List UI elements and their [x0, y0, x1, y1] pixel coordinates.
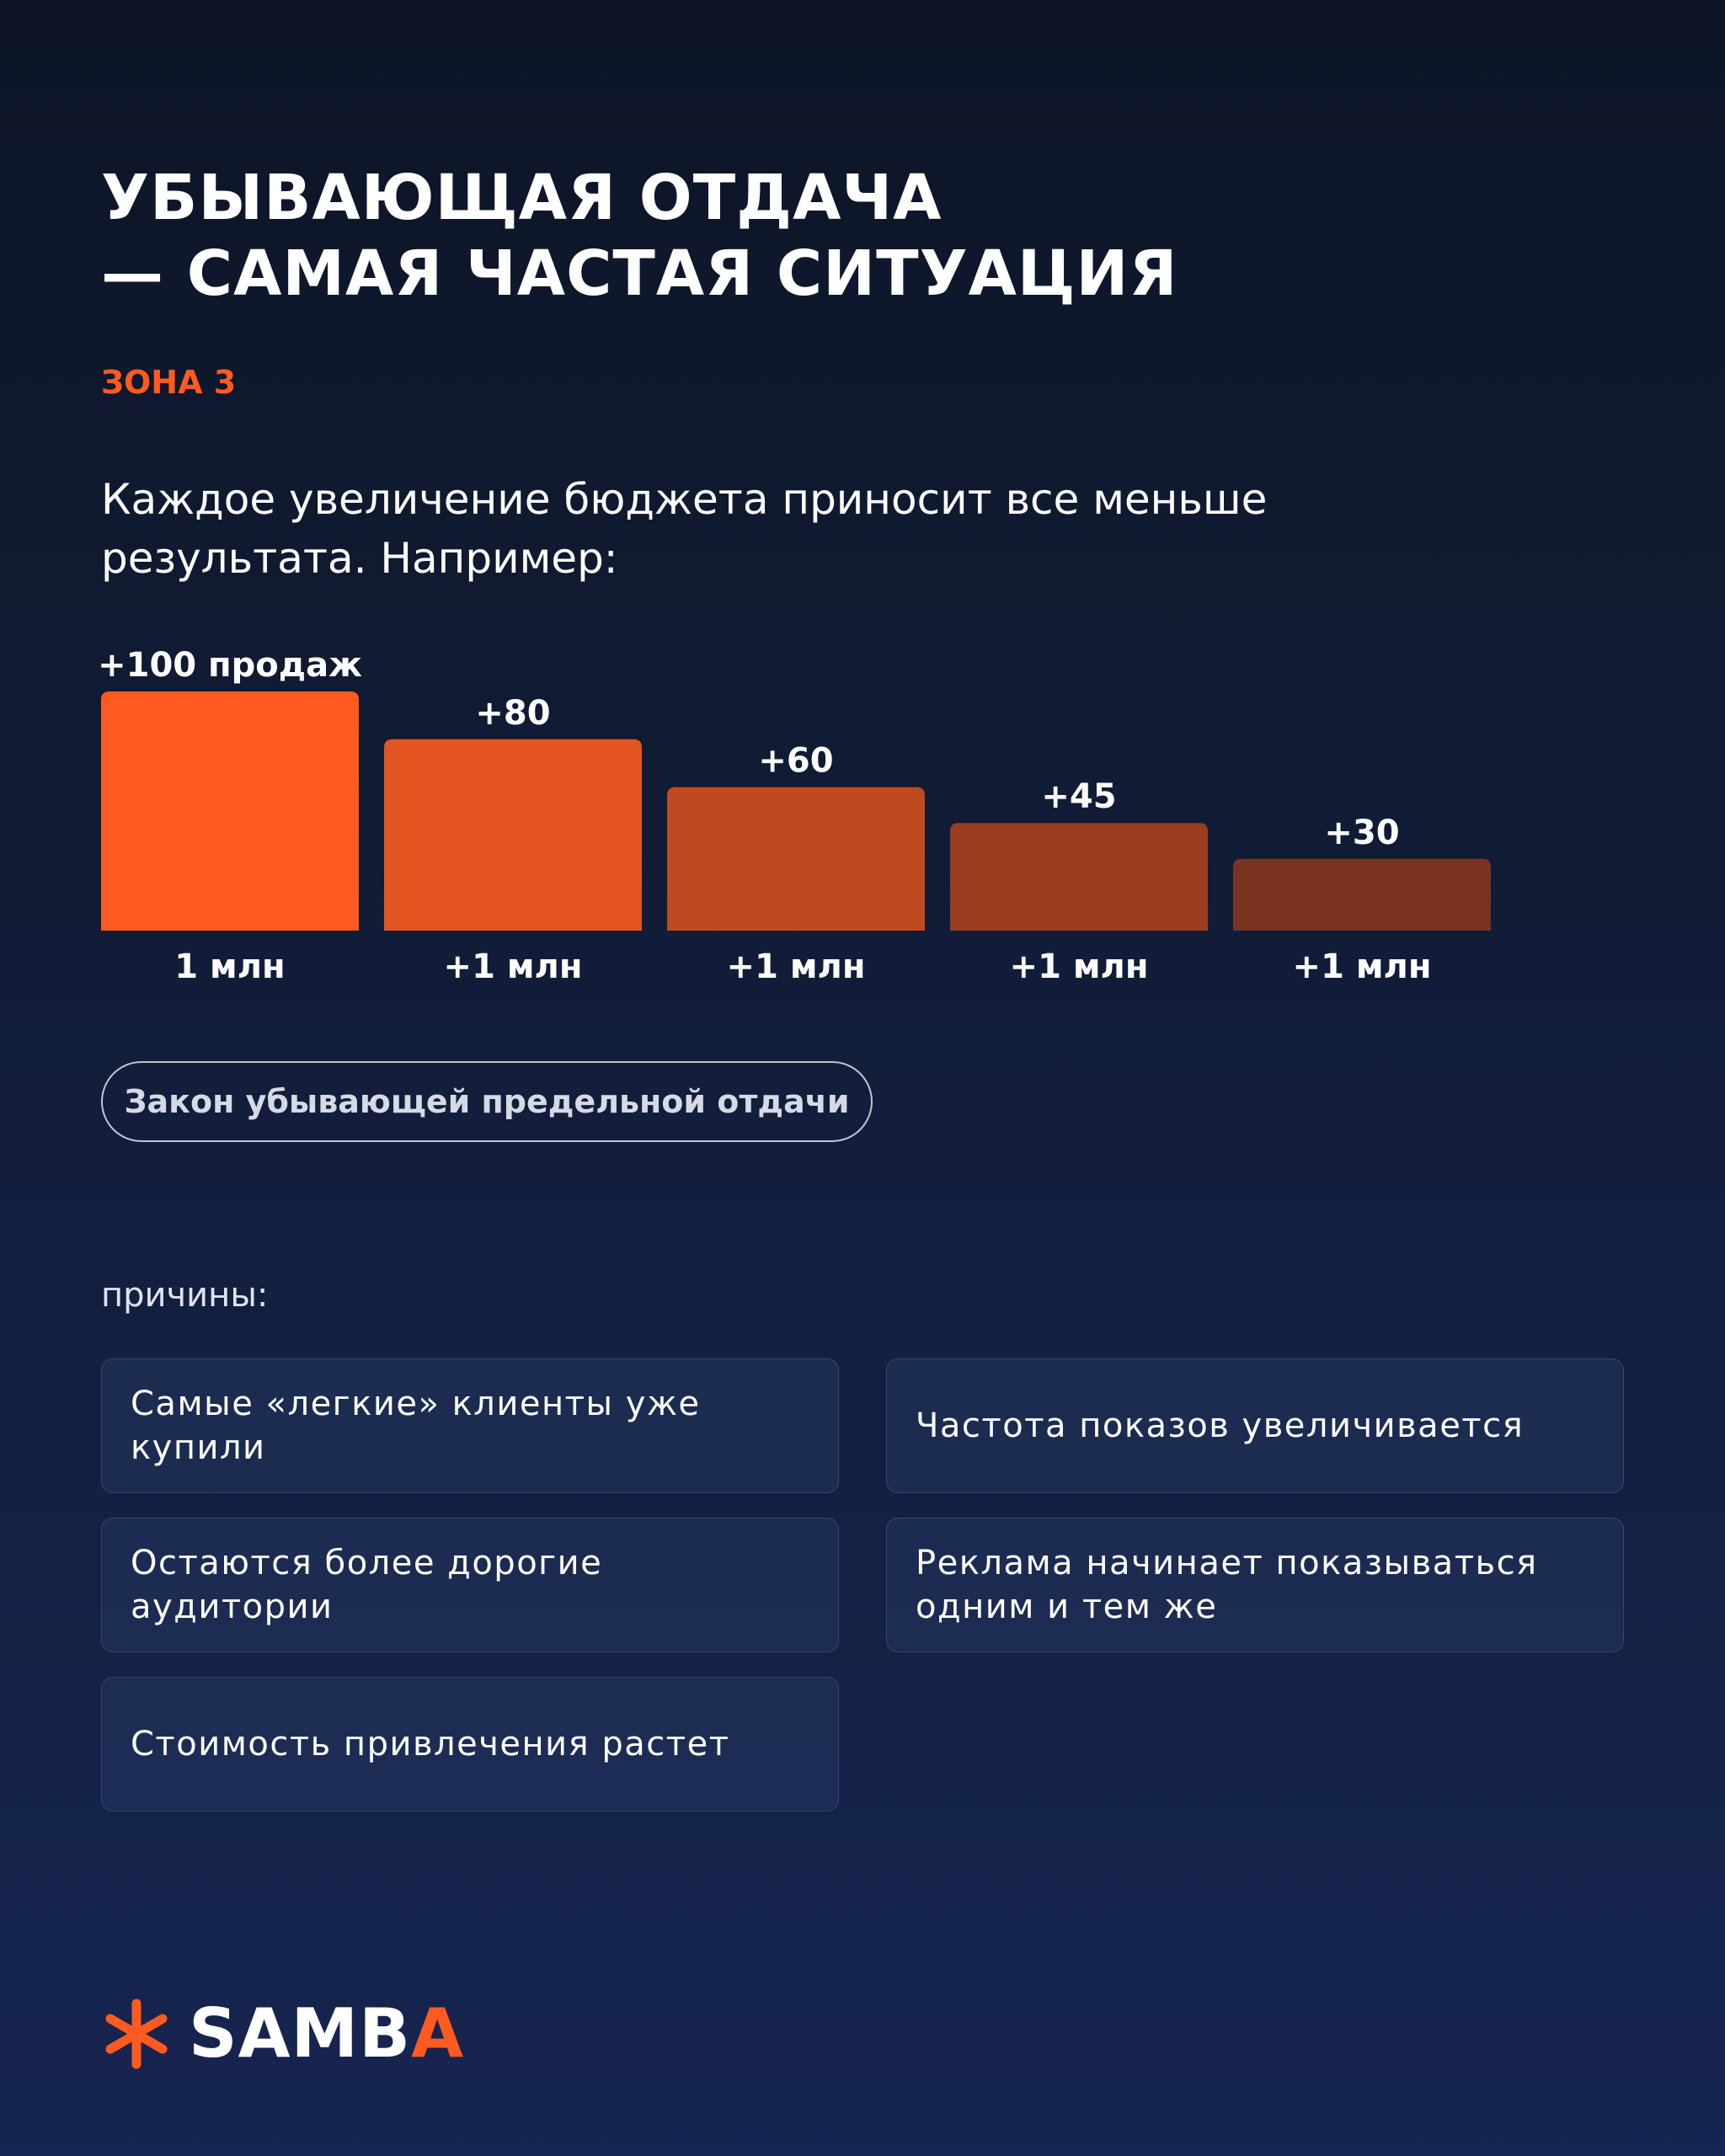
subtitle: Каждое увеличение бюджета приносит все м…	[101, 470, 1267, 588]
title-line-1: УБЫВАЮЩАЯ ОТДАЧА	[101, 162, 943, 234]
bar-category-label: +1 млн	[444, 947, 583, 986]
bar-value-label: +60	[758, 742, 833, 781]
bar	[384, 739, 642, 931]
reason-text-line: аудитории	[131, 1588, 334, 1626]
zone-label: ЗОНА 3	[101, 364, 237, 401]
reason-text-line: Самые «легкие» клиенты уже	[131, 1385, 701, 1423]
bar-category-label: +1 млн	[1293, 947, 1432, 986]
brand-name-main: SAMB	[189, 1994, 412, 2073]
page-title: УБЫВАЮЩАЯ ОТДАЧА — САМАЯ ЧАСТАЯ СИТУАЦИЯ	[101, 160, 1178, 312]
bar-value-label: +45	[1041, 777, 1116, 816]
title-line-2: — САМАЯ ЧАСТАЯ СИТУАЦИЯ	[101, 237, 1178, 310]
reason-card: Самые «легкие» клиенты уже купили	[101, 1358, 839, 1493]
reason-card: Остаются более дорогие аудитории	[101, 1518, 839, 1652]
brand-name-accent: A	[411, 1994, 465, 2073]
reason-text-line: Частота показов увеличивается	[916, 1406, 1525, 1445]
bar	[101, 691, 359, 931]
bar-category-label: +1 млн	[1010, 947, 1149, 986]
asterisk-icon	[105, 1999, 168, 2069]
bar	[950, 823, 1208, 931]
bar	[1233, 858, 1491, 931]
reason-text-line: Остаются более дорогие	[131, 1544, 603, 1582]
brand-wordmark: SAMBA	[189, 1996, 464, 2072]
reason-card: Частота показов увеличивается	[886, 1358, 1624, 1493]
law-pill-badge: Закон убывающей предельной отдачи	[101, 1061, 873, 1142]
bar-category-label: 1 млн	[174, 947, 285, 986]
bar	[667, 787, 925, 931]
bar-value-label: +30	[1324, 814, 1399, 852]
bar-value-label: +100 продаж	[98, 646, 362, 685]
reason-card: Реклама начинает показываться одним и те…	[886, 1518, 1624, 1652]
subtitle-line-2: результата. Например:	[101, 534, 618, 583]
brand-logo: SAMBA	[101, 1996, 464, 2072]
reasons-label: причины:	[101, 1276, 269, 1315]
bar-chart: +100 продаж 1 млн +80 +1 млн +60 +1 млн +45 +1 …	[98, 646, 1491, 986]
bar-value-label: +80	[475, 694, 550, 733]
reason-text-line: одним и тем же	[916, 1588, 1218, 1626]
reason-text-line: Стоимость привлечения растет	[131, 1725, 730, 1764]
bar-category-label: +1 млн	[727, 947, 866, 986]
subtitle-line-1: Каждое увеличение бюджета приносит все м…	[101, 475, 1268, 524]
reason-card: Стоимость привлечения растет	[101, 1677, 839, 1812]
reason-text-line: Реклама начинает показываться	[916, 1544, 1538, 1582]
reason-text-line: купили	[131, 1428, 266, 1467]
